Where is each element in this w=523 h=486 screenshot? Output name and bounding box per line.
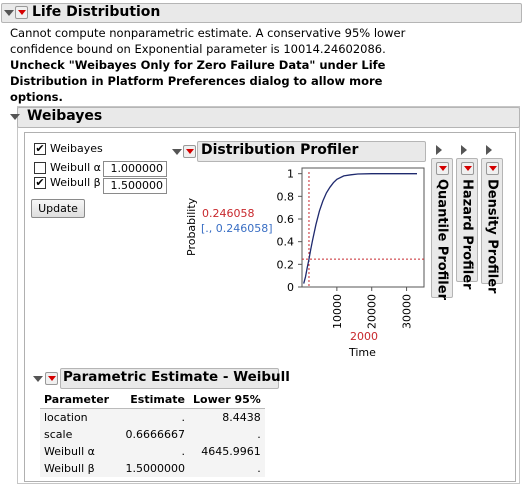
parametric-estimate-title: Parametric Estimate - Weibull	[63, 369, 290, 385]
y-tick-label: 1	[287, 168, 294, 181]
table-cell: 8.4438	[222, 411, 261, 424]
table-cell: .	[181, 411, 186, 424]
plot-frame	[301, 167, 425, 288]
hazard-profiler-tab[interactable]: Hazard Profiler	[456, 158, 478, 289]
disclosure-icon[interactable]	[10, 114, 20, 120]
disclosure-icon[interactable]	[436, 145, 442, 155]
disclosure-icon[interactable]	[172, 149, 182, 155]
table-row: Weibull α . 4645.9961	[40, 443, 265, 460]
y-tick-label: 0.4	[277, 236, 295, 249]
y-tick-label: 0.8	[277, 190, 295, 203]
column-header: Estimate	[118, 391, 189, 409]
weibull-alpha-label: Weibull α	[50, 161, 101, 174]
red-triangle-menu-icon[interactable]	[183, 145, 196, 158]
table-cell: 1.5000000	[125, 462, 186, 475]
weibull-beta-label: Weibull β	[50, 176, 101, 189]
table-row: location . 8.4438	[40, 408, 265, 426]
quantile-profiler-label: Quantile Profiler	[434, 179, 450, 300]
disclosure-icon[interactable]	[33, 376, 43, 382]
life-distribution-title: Life Distribution	[32, 4, 161, 20]
update-button[interactable]: Update	[31, 199, 85, 218]
weibayes-checkbox[interactable]: ✔	[34, 142, 46, 155]
cdf-curve	[303, 173, 417, 284]
table-row: scale 0.6666667 .	[40, 426, 265, 443]
table-cell: Weibull β	[44, 462, 95, 475]
weibayes-content	[24, 132, 516, 482]
preference-hint: Distribution in Platform Preferences dia…	[10, 74, 383, 88]
red-triangle-menu-icon[interactable]	[15, 6, 28, 19]
weibayes-checkbox-label: Weibayes	[50, 142, 103, 155]
quantile-profiler-tab[interactable]: Quantile Profiler	[431, 158, 453, 300]
life-distribution-header	[1, 3, 522, 23]
y-tick-label: 0.2	[277, 258, 295, 271]
distribution-profiler-header	[197, 141, 426, 162]
weibayes-title: Weibayes	[27, 108, 103, 124]
red-triangle-menu-icon[interactable]	[45, 372, 58, 385]
weibull-beta-input[interactable]: 1.500000	[103, 178, 167, 194]
table-row: Weibull β 1.5000000 .	[40, 460, 265, 477]
disclosure-icon[interactable]	[4, 10, 14, 16]
weibull-alpha-checkbox[interactable]	[34, 162, 46, 174]
column-header: Lower 95%	[189, 391, 265, 409]
parametric-estimate-header	[60, 368, 279, 389]
y-tick-label: 0	[287, 281, 294, 294]
weibayes-frame	[17, 106, 520, 484]
message-line: confidence bound on Exponential paramete…	[10, 42, 386, 56]
message-line: Cannot compute nonparametric estimate. A…	[10, 26, 406, 40]
probability-interval: [., 0.246058]	[201, 222, 273, 235]
time-value[interactable]: 2000	[350, 330, 378, 343]
table-cell: scale	[44, 428, 73, 441]
x-tick-label: 30000	[401, 294, 414, 329]
parametric-table-wrap: Parameter Estimate Lower 95% location . …	[40, 391, 265, 477]
disclosure-icon[interactable]	[461, 145, 467, 155]
disclosure-icon[interactable]	[486, 145, 492, 155]
table-cell: 4645.9961	[201, 445, 261, 458]
weibull-alpha-input[interactable]: 1.000000	[103, 161, 167, 177]
table-cell: .	[257, 428, 261, 441]
red-triangle-menu-icon[interactable]	[461, 162, 474, 175]
hazard-profiler-label: Hazard Profiler	[459, 179, 475, 290]
distribution-profiler-title: Distribution Profiler	[201, 142, 359, 158]
probability-axis-label: Probability	[185, 197, 198, 256]
x-tick-label: 10000	[331, 294, 344, 329]
table-cell: location	[44, 411, 88, 424]
red-triangle-menu-icon[interactable]	[436, 162, 449, 175]
table-cell: 0.6666667	[125, 428, 186, 441]
density-profiler-tab[interactable]: Density Profiler	[481, 158, 503, 293]
y-tick-label: 0.6	[277, 213, 295, 226]
time-axis-label: Time	[349, 346, 376, 359]
probability-value[interactable]: 0.246058	[202, 207, 255, 220]
table-cell: .	[257, 462, 261, 475]
red-triangle-menu-icon[interactable]	[486, 162, 499, 175]
column-header: Parameter	[40, 391, 118, 409]
preference-hint: options.	[10, 90, 63, 104]
parametric-table: Parameter Estimate Lower 95% location . …	[40, 391, 265, 477]
preference-hint: Uncheck "Weibayes Only for Zero Failure …	[10, 58, 386, 72]
density-profiler-label: Density Profiler	[484, 179, 500, 294]
table-cell: .	[181, 445, 186, 458]
profiler-chart[interactable]: 0 0.2 0.4 0.6 0.8 1 10000 20000 30000	[270, 162, 430, 337]
weibull-beta-checkbox[interactable]: ✔	[34, 176, 46, 189]
table-cell: Weibull α	[44, 445, 95, 458]
x-tick-label: 20000	[366, 294, 379, 329]
